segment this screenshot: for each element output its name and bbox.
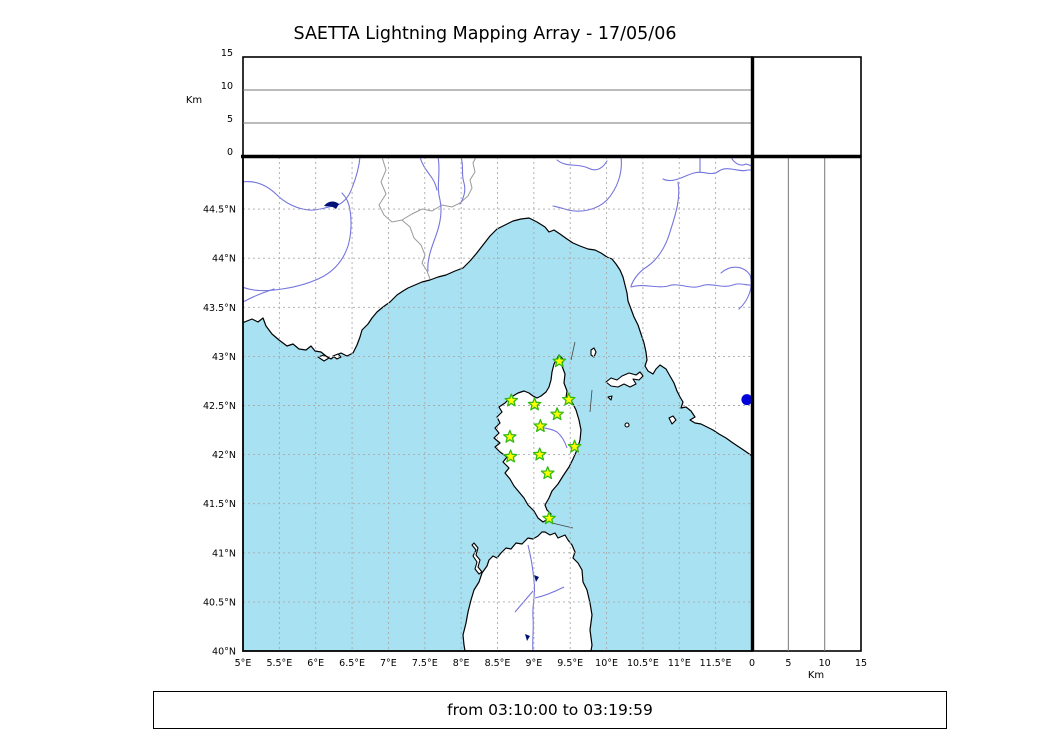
altitude-corner-panel bbox=[751, 56, 862, 157]
station-markers bbox=[503, 354, 582, 525]
map-gridlines bbox=[243, 157, 752, 651]
alt-bottom-tick-label: 10 bbox=[819, 658, 831, 669]
station-marker bbox=[542, 511, 556, 525]
lon-tick-label: 6.5°E bbox=[339, 658, 365, 669]
lat-tick-label: 40°N bbox=[212, 647, 236, 658]
time-range-box: from 03:10:00 to 03:19:59 bbox=[153, 691, 947, 729]
lon-tick-label: 9.5°E bbox=[557, 658, 583, 669]
altitude-panel-gridlines bbox=[243, 89, 752, 124]
lon-tick-label: 11.5°E bbox=[700, 658, 732, 669]
station-marker bbox=[550, 407, 564, 421]
altitude-axis-label-left: Km bbox=[186, 95, 202, 106]
corsica-coastline bbox=[493, 354, 582, 523]
alt-left-tick-label: 15 bbox=[221, 48, 233, 59]
sea-contour-marks bbox=[551, 341, 593, 529]
alt-bottom-tick-label: 0 bbox=[749, 658, 755, 669]
alt-left-tick-label: 5 bbox=[227, 114, 233, 125]
station-marker bbox=[504, 393, 519, 407]
islands bbox=[317, 347, 677, 575]
alt-bottom-tick-label: 15 bbox=[855, 658, 867, 669]
lat-tick-label: 41.5°N bbox=[203, 499, 236, 510]
lightning-source-dot bbox=[741, 394, 752, 406]
alt-left-tick-label: 0 bbox=[227, 147, 233, 158]
mainland-coastline bbox=[243, 157, 752, 457]
station-marker bbox=[527, 397, 542, 411]
lon-tick-label: 8.5°E bbox=[485, 658, 511, 669]
lon-tick-label: 10°E bbox=[595, 658, 618, 669]
lon-tick-label: 7.5°E bbox=[412, 658, 438, 669]
lat-tick-label: 43°N bbox=[212, 352, 236, 363]
lon-tick-label: 8°E bbox=[453, 658, 470, 669]
lat-tick-label: 40.5°N bbox=[203, 597, 236, 608]
station-marker bbox=[540, 466, 555, 480]
station-marker bbox=[503, 429, 517, 443]
lat-tick-label: 41°N bbox=[212, 548, 236, 559]
lat-tick-label: 44°N bbox=[212, 254, 236, 265]
altitude-latitude-panel bbox=[751, 156, 862, 652]
longitude-tick-labels: 5°E 5.5°E 6°E 6.5°E 7°E 7.5°E 8°E 8.5°E 9°E 9.5°E… bbox=[235, 658, 732, 669]
lat-tick-label: 42.5°N bbox=[203, 401, 236, 412]
lat-tick-label: 42°N bbox=[212, 450, 236, 461]
latitude-tick-labels: 40°N 40.5°N 41°N 41.5°N 42°N 42.5°N 43°N 43.5°N… bbox=[203, 205, 236, 658]
lon-tick-label: 9°E bbox=[526, 658, 543, 669]
sardinia-lakes bbox=[525, 575, 539, 641]
alt-bottom-tick-label: 5 bbox=[785, 658, 791, 669]
altitude-right-gridlines bbox=[787, 157, 826, 651]
lat-tick-label: 43.5°N bbox=[203, 303, 236, 314]
lon-tick-label: 7°E bbox=[380, 658, 397, 669]
plot-title: SAETTA Lightning Mapping Array - 17/05/0… bbox=[293, 24, 677, 44]
station-marker bbox=[503, 449, 518, 463]
station-marker bbox=[532, 447, 547, 461]
lon-tick-label: 11°E bbox=[668, 658, 691, 669]
lat-tick-label: 44.5°N bbox=[203, 205, 236, 216]
lon-tick-label: 10.5°E bbox=[627, 658, 659, 669]
station-marker bbox=[552, 354, 567, 368]
time-range-text: from 03:10:00 to 03:19:59 bbox=[447, 701, 653, 719]
altitude-left-tick-labels: 0 5 10 15 bbox=[221, 48, 233, 158]
station-marker bbox=[561, 392, 576, 406]
lon-tick-label: 6°E bbox=[307, 658, 324, 669]
altitude-longitude-panel bbox=[242, 56, 753, 157]
lon-tick-label: 5.5°E bbox=[266, 658, 292, 669]
altitude-axis-label-bottom: Km bbox=[808, 670, 824, 681]
station-marker bbox=[567, 439, 582, 453]
sardinia-coastline bbox=[462, 531, 593, 651]
map-area bbox=[243, 157, 752, 651]
altitude-bottom-tick-labels: 0 5 10 15 bbox=[749, 658, 867, 669]
alt-left-tick-label: 10 bbox=[221, 81, 233, 92]
station-marker bbox=[533, 418, 548, 433]
lightning-sources bbox=[741, 394, 752, 406]
lon-tick-label: 5°E bbox=[235, 658, 252, 669]
